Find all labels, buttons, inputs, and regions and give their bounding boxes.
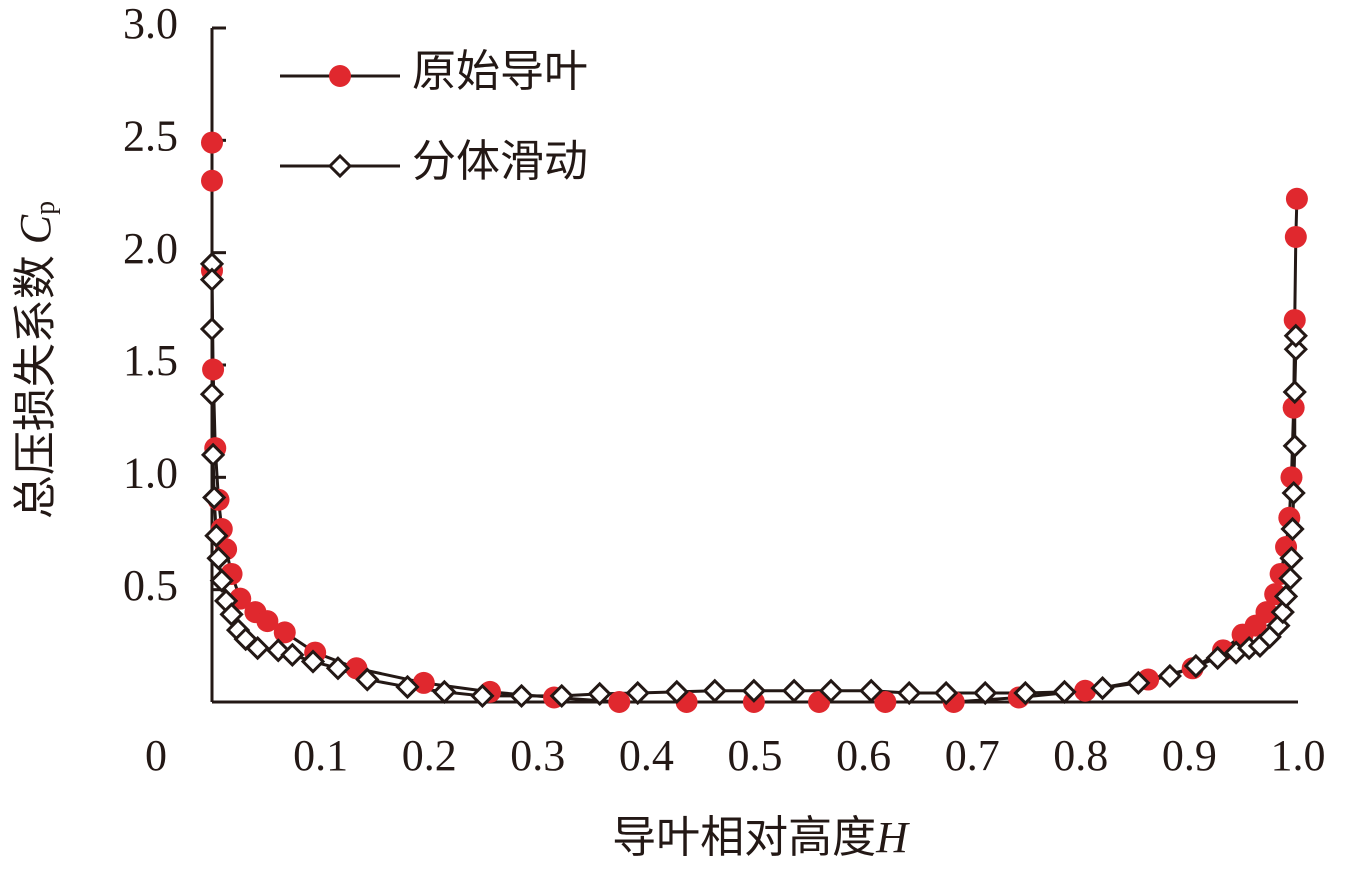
y-tick-label: 1.0: [123, 448, 178, 497]
point: [199, 316, 225, 342]
series-line: [210, 263, 1298, 698]
point: [266, 638, 291, 663]
y-tick-label: 0.5: [123, 561, 178, 610]
y-tick-label: 3.0: [123, 0, 178, 48]
point: [201, 131, 223, 154]
legend-label: 分体滑动: [412, 137, 588, 186]
point: [1279, 546, 1304, 571]
y-tick-label: 2.0: [123, 224, 178, 273]
point: [1074, 679, 1097, 702]
point: [874, 691, 897, 713]
point: [859, 678, 884, 703]
x-tick-label: 0.5: [728, 731, 783, 780]
point: [325, 656, 351, 681]
point: [1278, 566, 1303, 591]
x-tick-label: 0: [145, 731, 167, 780]
point: [625, 680, 650, 706]
point: [1052, 679, 1077, 705]
legend-marker: [327, 153, 353, 179]
point: [1282, 379, 1307, 405]
legend-label: 原始导叶: [412, 47, 588, 96]
point: [209, 568, 234, 593]
point: [1255, 601, 1278, 624]
point: [280, 642, 305, 667]
point: [818, 678, 844, 703]
x-tick-label: 0.2: [402, 731, 457, 780]
point: [549, 683, 574, 709]
point: [273, 621, 296, 644]
point: [1013, 680, 1038, 706]
point: [664, 679, 689, 705]
point: [1273, 584, 1299, 609]
point: [1126, 670, 1151, 696]
point: [781, 678, 807, 703]
y-tick-label: 2.5: [123, 111, 178, 160]
legend-marker: [329, 65, 351, 87]
point: [355, 667, 380, 692]
point: [1282, 396, 1305, 419]
x-tick-label: 0.1: [293, 731, 348, 780]
point: [432, 679, 457, 705]
series-line: [210, 142, 1299, 704]
point: [509, 683, 534, 709]
point: [808, 691, 831, 713]
point: [1282, 433, 1307, 459]
point: [1280, 516, 1305, 542]
point: [202, 485, 227, 510]
point: [1090, 675, 1115, 701]
point: [1205, 645, 1230, 671]
point: [702, 678, 727, 703]
point: [1183, 653, 1209, 679]
x-tick-label: 0.3: [510, 731, 565, 780]
point: [412, 671, 435, 694]
point: [1285, 187, 1308, 210]
point: [300, 649, 326, 674]
point: [741, 678, 767, 703]
point: [200, 442, 226, 467]
point: [245, 635, 270, 661]
point: [395, 674, 420, 700]
y-axis-label: 总压损失系数 Cp: [11, 201, 61, 519]
x-tick-label: 0.8: [1053, 731, 1108, 780]
point: [206, 546, 231, 571]
x-tick-label: 0.9: [1162, 731, 1217, 780]
point: [201, 169, 223, 192]
point: [256, 610, 279, 633]
point: [1283, 309, 1306, 332]
point: [973, 680, 998, 706]
x-tick-label: 1.0: [1271, 731, 1326, 780]
point: [587, 681, 612, 707]
point: [1283, 323, 1308, 348]
x-tick-label: 0.7: [945, 731, 1000, 780]
point: [199, 382, 225, 407]
point: [199, 267, 225, 292]
point: [1281, 480, 1306, 506]
point: [1157, 663, 1182, 689]
point: [470, 683, 495, 709]
point: [204, 523, 229, 548]
point: [1284, 225, 1307, 248]
x-axis-label: 导叶相对高度H: [612, 813, 910, 862]
x-tick-label: 0.6: [836, 731, 891, 780]
point: [1270, 600, 1295, 625]
point: [1283, 337, 1308, 362]
point: [897, 680, 922, 706]
x-tick-label: 0.4: [619, 731, 674, 780]
point: [202, 358, 225, 381]
point: [219, 602, 244, 627]
point: [934, 680, 959, 706]
y-tick-label: 1.5: [123, 336, 178, 385]
point: [608, 691, 631, 713]
point: [1280, 466, 1303, 489]
